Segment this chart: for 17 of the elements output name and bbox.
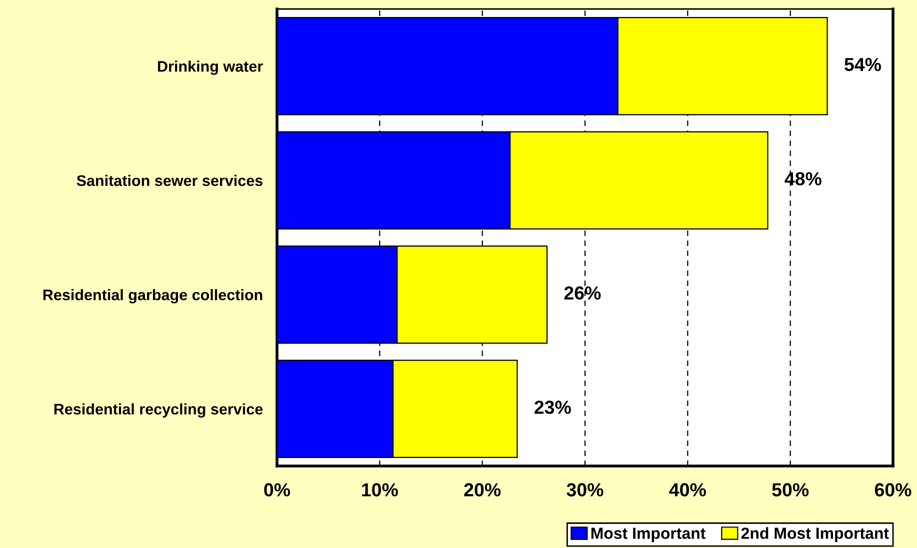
y-tick-label: Residential recycling service [54,403,263,418]
x-tick-label: 40% [669,483,706,496]
total-label: 26% [564,286,601,300]
total-label: 23% [534,400,571,414]
total-label: 48% [784,172,822,186]
legend-label: 2nd Most Important [741,527,889,542]
total-label: 54% [844,58,881,72]
y-tick-label: Drinking water [158,60,263,75]
x-tick-label: 0% [264,483,290,496]
x-tick-label: 50% [772,483,809,496]
legend-label: Most Important [591,528,706,542]
y-tick-label: Residential garbage collection [43,289,262,304]
x-tick-label: 20% [464,483,501,496]
x-tick-label: 60% [874,483,912,496]
x-tick-label: 10% [362,483,398,496]
x-tick-label: 30% [566,483,604,496]
y-tick-label: Sanitation sewer services [76,174,262,186]
